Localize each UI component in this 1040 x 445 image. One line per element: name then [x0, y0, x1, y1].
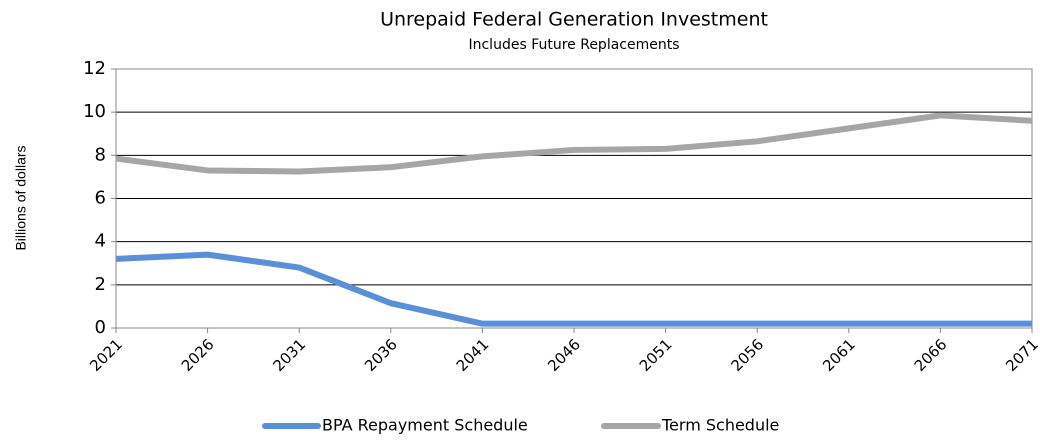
- x-tick-label: 2021: [86, 335, 126, 375]
- y-tick-label: 4: [95, 231, 106, 252]
- x-tick-label: 2061: [819, 335, 859, 375]
- y-tick-label: 2: [95, 274, 106, 295]
- legend-label: BPA Repayment Schedule: [322, 416, 528, 435]
- series-line: [115, 251, 1032, 327]
- y-tick-label: 0: [95, 317, 106, 338]
- x-tick-label: 2066: [911, 335, 951, 375]
- x-tick-label: 2051: [636, 335, 676, 375]
- y-tick-label: 12: [83, 58, 106, 79]
- legend-label: Term Schedule: [661, 416, 779, 435]
- y-tick-label: 6: [95, 188, 106, 209]
- y-tick-label: 10: [83, 101, 106, 122]
- x-tick-label: 2046: [544, 335, 584, 375]
- chart-title: Unrepaid Federal Generation Investment: [380, 9, 768, 31]
- x-tick-label: 2056: [727, 335, 767, 375]
- x-tick-label: 2026: [178, 335, 218, 375]
- chart-subtitle: Includes Future Replacements: [468, 37, 679, 53]
- y-tick-label: 8: [95, 144, 106, 165]
- x-tick-label: 2041: [453, 335, 493, 375]
- x-tick-label: 2071: [1002, 335, 1040, 375]
- x-tick-label: 2036: [361, 335, 401, 375]
- y-axis-label: Billions of dollars: [13, 145, 29, 250]
- x-tick-label: 2031: [269, 335, 309, 375]
- series-line: [115, 112, 1033, 175]
